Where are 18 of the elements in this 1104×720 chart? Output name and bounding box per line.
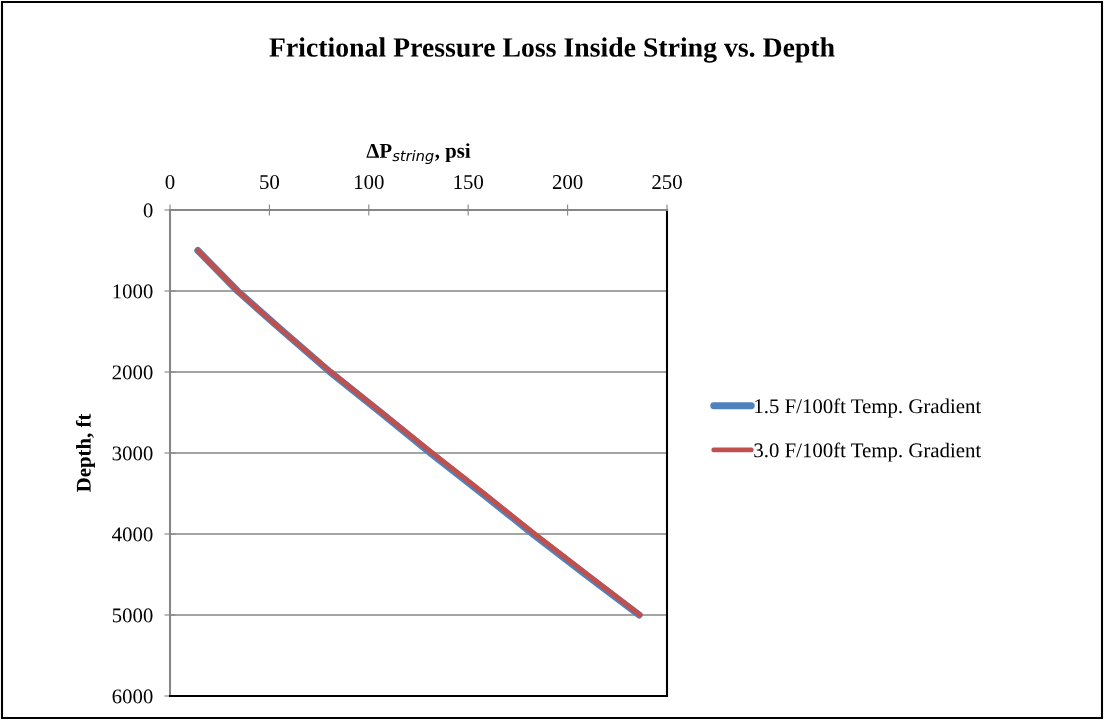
x-axis-title: ΔP$_{string}$, psi <box>366 143 471 165</box>
x-tick-label: 0 <box>165 175 175 190</box>
x-tick-label: 50 <box>260 175 280 190</box>
y-tick-label: 1000 <box>113 284 153 299</box>
x-tick-label: 100 <box>355 175 384 190</box>
x-tick-label: 150 <box>454 175 484 190</box>
y-tick-label: 6000 <box>112 689 153 704</box>
y-tick-label: 0 <box>143 203 153 218</box>
x-tick-label: 200 <box>552 175 583 190</box>
legend-label: 3.0 F/100ft Temp. Gradient <box>754 442 982 462</box>
y-axis-title: Depth, ft <box>75 413 95 492</box>
y-tick-label: 5000 <box>112 608 153 623</box>
chart-title: Frictional Pressure Loss Inside String vs. Depth <box>269 37 835 63</box>
y-tick-label: 3000 <box>112 446 153 461</box>
legend-label: 1.5 F/100ft Temp. Gradient <box>755 398 982 418</box>
y-tick-label: 2000 <box>112 365 153 380</box>
y-tick-label: 4000 <box>112 527 153 542</box>
x-tick-label: 250 <box>652 175 682 190</box>
